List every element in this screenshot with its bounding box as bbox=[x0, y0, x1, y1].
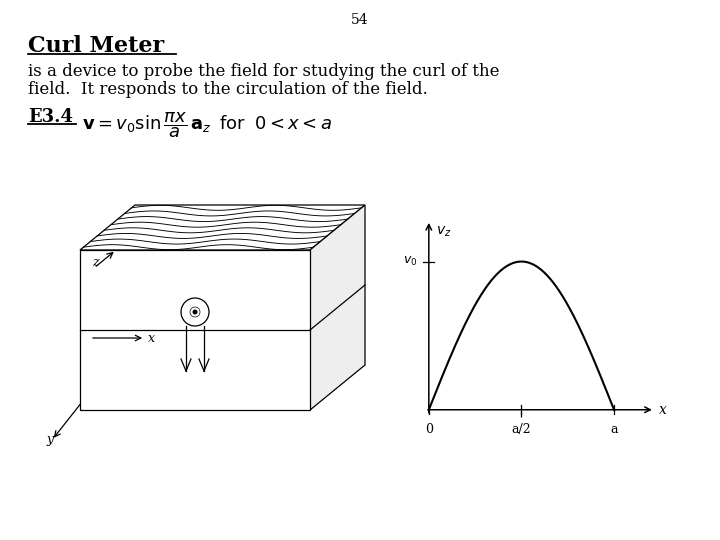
Text: E3.4: E3.4 bbox=[28, 108, 73, 126]
Text: field.  It responds to the circulation of the field.: field. It responds to the circulation of… bbox=[28, 81, 428, 98]
Text: Curl Meter: Curl Meter bbox=[28, 35, 164, 57]
Text: is a device to probe the field for studying the curl of the: is a device to probe the field for study… bbox=[28, 63, 500, 80]
Text: a/2: a/2 bbox=[512, 423, 531, 436]
Circle shape bbox=[192, 309, 197, 314]
Text: $\mathbf{v} = v_0 \sin \dfrac{\pi x}{a}\, \mathbf{a}_z \;\; \mathrm{for}\;\; 0 <: $\mathbf{v} = v_0 \sin \dfrac{\pi x}{a}\… bbox=[82, 110, 332, 140]
Text: a: a bbox=[611, 423, 618, 436]
Text: 0: 0 bbox=[425, 423, 433, 436]
Text: $v_z$: $v_z$ bbox=[436, 225, 451, 239]
Text: z: z bbox=[92, 256, 99, 269]
Text: x: x bbox=[148, 332, 155, 345]
Polygon shape bbox=[310, 205, 365, 410]
Polygon shape bbox=[80, 205, 365, 250]
Text: y: y bbox=[46, 433, 53, 446]
Text: 54: 54 bbox=[351, 13, 369, 27]
Text: $v_0$: $v_0$ bbox=[403, 255, 418, 268]
Text: x: x bbox=[659, 403, 667, 417]
Polygon shape bbox=[80, 250, 310, 410]
